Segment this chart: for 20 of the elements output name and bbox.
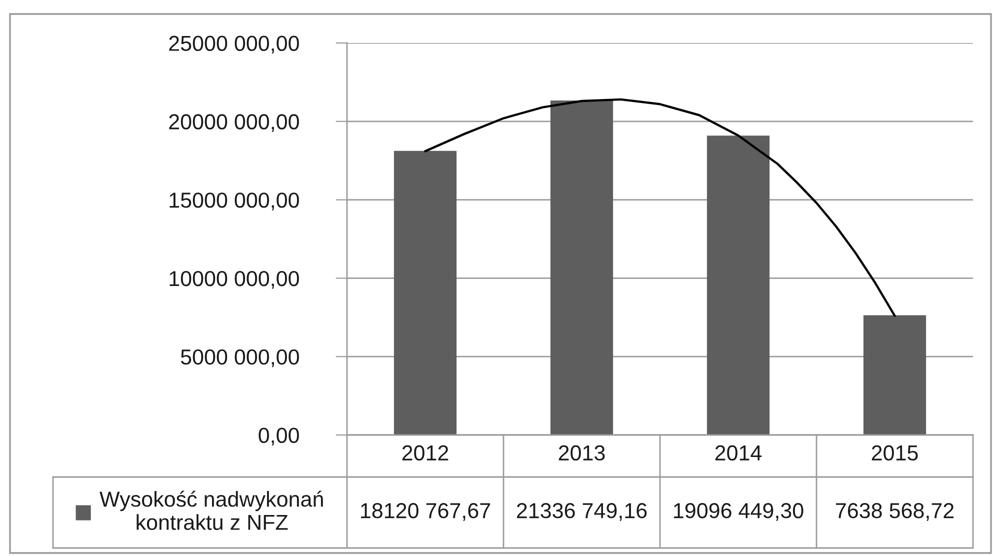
bar — [863, 315, 926, 435]
data-label: 18120 767,67 — [361, 503, 490, 521]
y-tick-label: 0,00 — [258, 428, 299, 446]
x-tick-label: 2014 — [715, 445, 762, 461]
y-tick-label: 15000 000,00 — [170, 192, 299, 210]
bar — [550, 100, 614, 435]
data-label: 19096 449,30 — [674, 503, 804, 521]
data-label: 21336 749,16 — [516, 503, 647, 521]
data-label: 7638 568,72 — [836, 503, 954, 521]
y-tick-label: 25000 000,00 — [169, 36, 299, 54]
x-tick-label: 2012 — [402, 445, 448, 461]
legend-label: Wysokość nadwykonań kontraktu z NFZ — [100, 490, 323, 530]
y-tick-label: 10000 000,00 — [170, 270, 299, 289]
y-tick-label: 5000 000,00 — [180, 349, 299, 368]
bar — [394, 150, 457, 435]
y-tick-label: 20000 000,00 — [169, 114, 299, 132]
bar — [706, 136, 770, 435]
x-tick-label: 2013 — [558, 445, 605, 461]
line-series — [424, 98, 896, 317]
x-tick-label: 2015 — [872, 445, 918, 461]
